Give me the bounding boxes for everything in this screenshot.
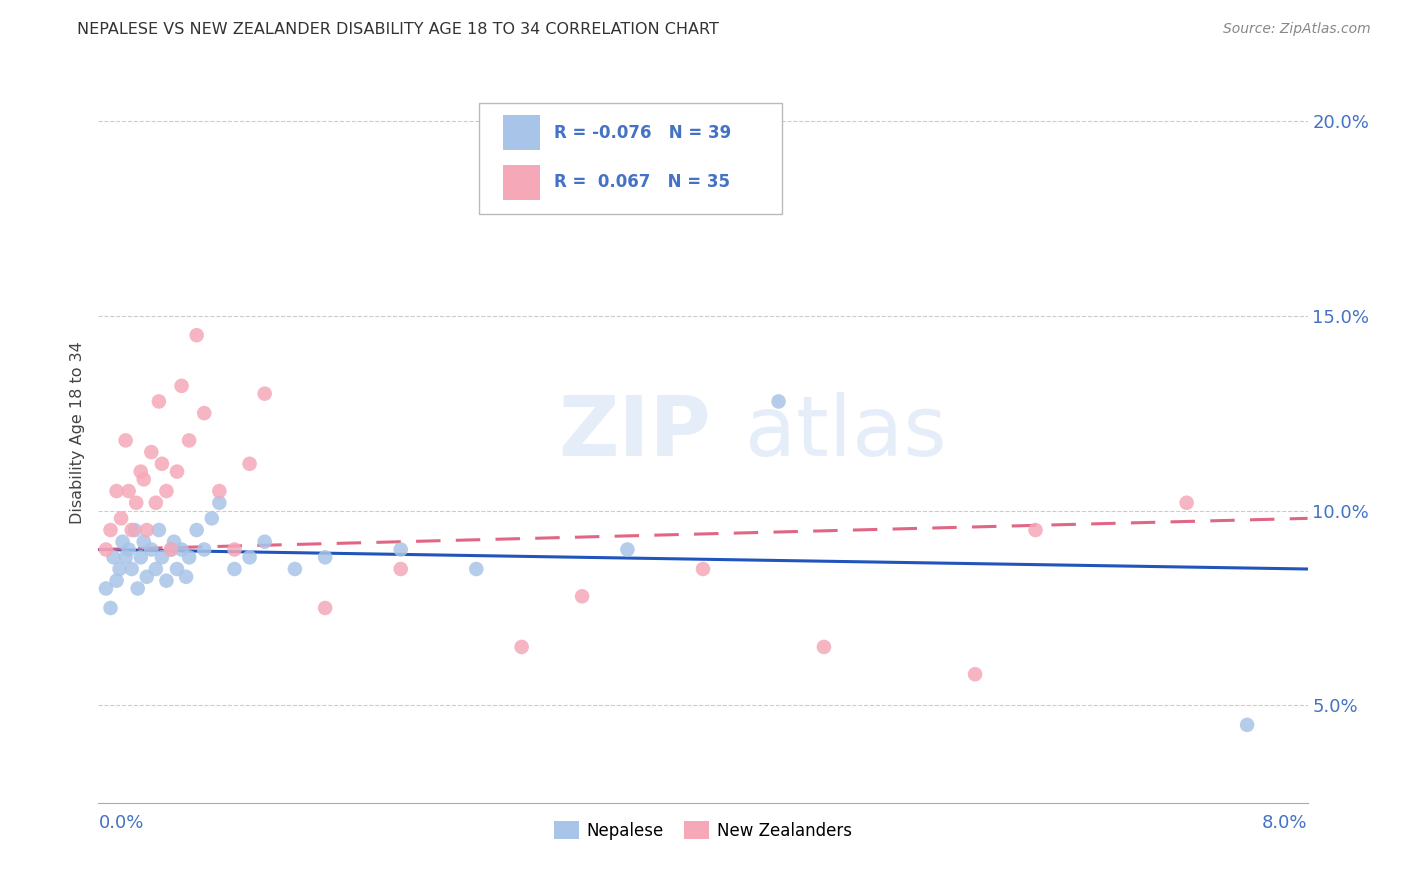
Point [314,601,336,615]
Point [141,542,163,557]
Point [389,542,412,557]
Text: 8.0%: 8.0% [1263,814,1308,832]
Point [100,523,122,537]
Point [121,523,143,537]
Point [1236,718,1258,732]
Point [174,570,197,584]
Point [1175,496,1198,510]
Point [124,523,146,537]
Text: ZIP: ZIP [558,392,710,473]
Point [166,562,188,576]
Point [166,465,188,479]
Point [253,386,276,401]
Point [768,394,790,409]
Point [179,434,201,448]
Point [1024,523,1046,537]
Point [616,542,638,557]
Point [118,542,141,557]
Point [208,484,231,499]
Point [121,562,143,576]
Point [193,542,215,557]
Point [571,589,593,603]
Point [114,550,136,565]
Point [148,523,170,537]
FancyBboxPatch shape [503,115,540,151]
Text: Source: ZipAtlas.com: Source: ZipAtlas.com [1223,22,1371,37]
Point [193,406,215,420]
Point [160,542,183,557]
FancyBboxPatch shape [479,103,782,214]
Point [253,534,276,549]
Point [155,484,177,499]
Point [129,550,152,565]
Point [813,640,835,654]
Text: R = -0.076   N = 39: R = -0.076 N = 39 [554,124,731,142]
Point [965,667,987,681]
Point [692,562,714,576]
Point [129,465,152,479]
Point [284,562,307,576]
Point [224,542,246,557]
Text: atlas: atlas [745,392,948,473]
Text: R =  0.067   N = 35: R = 0.067 N = 35 [554,173,730,192]
Point [132,534,155,549]
Text: NEPALESE VS NEW ZEALANDER DISABILITY AGE 18 TO 34 CORRELATION CHART: NEPALESE VS NEW ZEALANDER DISABILITY AGE… [77,22,720,37]
Point [103,550,125,565]
Y-axis label: Disability Age 18 to 34: Disability Age 18 to 34 [69,342,84,524]
Point [465,562,488,576]
Point [94,582,117,596]
Point [135,570,157,584]
Point [118,484,141,499]
Point [510,640,533,654]
Point [100,601,122,615]
Point [132,472,155,486]
Point [239,550,262,565]
Text: 0.0%: 0.0% [98,814,143,832]
Point [201,511,224,525]
Point [163,534,186,549]
Point [170,379,193,393]
FancyBboxPatch shape [503,165,540,200]
Point [114,434,136,448]
Point [111,534,134,549]
Point [125,496,148,510]
Point [314,550,336,565]
Point [160,542,183,557]
Point [110,511,132,525]
Point [141,445,163,459]
Legend: Nepalese, New Zealanders: Nepalese, New Zealanders [547,814,859,847]
Point [150,457,173,471]
Point [135,523,157,537]
Point [127,582,149,596]
Point [108,562,131,576]
Point [224,562,246,576]
Point [94,542,117,557]
Point [105,484,128,499]
Point [150,550,173,565]
Point [179,550,201,565]
Point [105,574,128,588]
Point [186,523,208,537]
Point [145,496,167,510]
Point [170,542,193,557]
Point [389,562,412,576]
Point [148,394,170,409]
Point [208,496,231,510]
Point [155,574,177,588]
Point [186,328,208,343]
Point [145,562,167,576]
Point [239,457,262,471]
